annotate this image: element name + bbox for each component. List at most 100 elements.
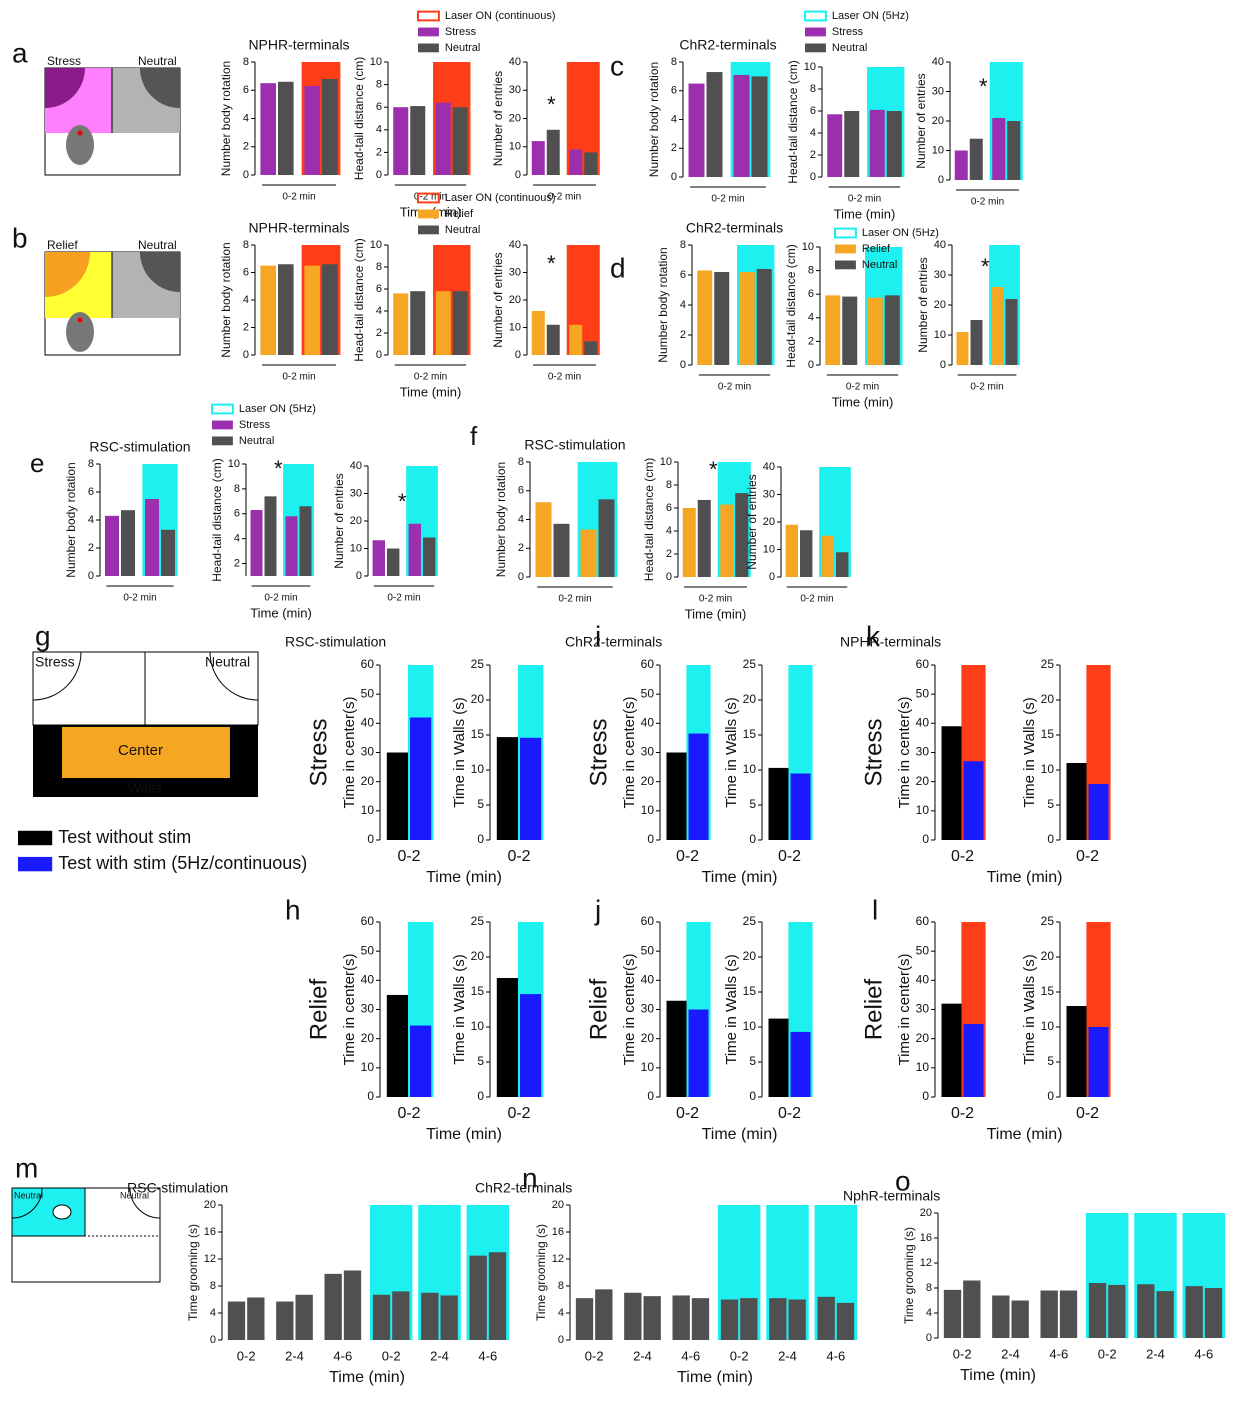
y-tick-label: 0 — [376, 169, 382, 181]
y-axis-label: Number body rotation — [656, 247, 670, 362]
y-tick-label: 0 — [926, 1332, 932, 1344]
bar — [842, 297, 857, 365]
bar — [836, 552, 848, 577]
y-tick-label: 0 — [938, 174, 944, 186]
legend-swatch — [418, 28, 439, 37]
y-tick-label: 20 — [641, 774, 655, 788]
bar — [740, 272, 755, 365]
y-tick-label: 2 — [680, 329, 686, 341]
y-tick-label: 25 — [471, 657, 485, 671]
y-tick-label: 40 — [763, 461, 775, 473]
chart: 0246810Head-tail distance (cm)0-2 minTim… — [352, 238, 470, 399]
y-tick-label: 30 — [361, 745, 375, 759]
schematic-m — [12, 1188, 160, 1282]
significance-star: * — [981, 254, 990, 279]
y-axis-label: Time in center(s) — [621, 954, 638, 1066]
bar — [441, 1295, 458, 1340]
y-axis-label: Head-tail distance (cm) — [352, 57, 366, 180]
legend-swatch — [418, 226, 439, 235]
x-tick-label: 0-2 — [953, 1346, 972, 1361]
chart: 02468Number body rotationChR2-terminals0… — [647, 37, 776, 205]
y-axis-label: Time in Walls (s) — [451, 954, 468, 1065]
y-tick-label: 10 — [804, 61, 816, 73]
significance-star: * — [547, 92, 556, 117]
bar — [410, 718, 431, 841]
y-tick-label: 10 — [509, 321, 521, 333]
bar — [260, 266, 276, 355]
x-axis-title: Time (min) — [426, 1126, 502, 1143]
significance-star: * — [979, 74, 988, 99]
x-axis-label: 0-2 min — [558, 594, 591, 605]
bar — [942, 726, 962, 840]
y-tick-label: 20 — [361, 774, 375, 788]
x-tick-label: 2-4 — [285, 1348, 304, 1363]
schematic-label: Neutral — [14, 1190, 43, 1200]
bar — [825, 295, 840, 365]
y-tick-label: 2 — [518, 542, 524, 554]
y-tick-label: 4 — [88, 514, 94, 526]
bar — [1089, 1283, 1106, 1338]
y-tick-label: 30 — [932, 85, 944, 97]
bar — [942, 1004, 962, 1097]
y-tick-label: 8 — [810, 83, 816, 95]
bar — [844, 111, 859, 177]
legend-label: Neutral — [445, 224, 480, 236]
x-axis-label: 0-2 min — [414, 372, 447, 383]
y-axis-label: Time in Walls (s) — [723, 954, 740, 1065]
bar — [885, 295, 900, 365]
y-tick-label: 20 — [471, 692, 485, 706]
y-tick-label: 0 — [647, 1089, 654, 1103]
x-axis-label: 0-2 min — [699, 594, 732, 605]
y-tick-label: 5 — [1047, 1054, 1054, 1068]
y-tick-label: 50 — [641, 943, 655, 957]
legend-label: Stress — [832, 26, 864, 38]
y-tick-label: 12 — [204, 1253, 216, 1265]
y-tick-label: 20 — [916, 1031, 930, 1045]
y-tick-label: 8 — [376, 79, 382, 91]
schematic-label: Neutral — [138, 238, 177, 252]
y-tick-label: 20 — [509, 112, 521, 124]
y-tick-label: 6 — [376, 283, 382, 295]
y-tick-label: 40 — [361, 973, 375, 987]
x-tick-label: 0-2 — [1076, 848, 1099, 865]
bar — [453, 107, 468, 175]
y-tick-label: 0 — [922, 1089, 929, 1103]
y-tick-label: 0 — [769, 571, 775, 583]
bar — [436, 103, 451, 175]
bar — [1012, 1301, 1029, 1339]
y-tick-label: 30 — [509, 266, 521, 278]
y-tick-label: 15 — [743, 727, 757, 741]
chart: 0510152025Time in Walls (s)0-2 — [451, 657, 543, 865]
y-tick-label: 6 — [680, 269, 686, 281]
bar — [121, 510, 135, 576]
bar — [470, 1256, 487, 1340]
y-tick-label: 10 — [509, 141, 521, 153]
y-axis-label: Head-tail distance (cm) — [786, 60, 800, 183]
bar — [673, 1295, 690, 1340]
bar — [576, 1298, 593, 1340]
bar — [393, 107, 408, 175]
y-tick-label: 20 — [916, 774, 930, 788]
y-tick-label: 8 — [808, 265, 814, 277]
x-tick-label: 4-6 — [1049, 1346, 1068, 1361]
y-tick-label: 30 — [350, 487, 362, 499]
y-tick-label: 10 — [802, 241, 814, 253]
y-tick-label: 20 — [763, 516, 775, 528]
legend-label: Neutral — [832, 42, 867, 54]
bar — [322, 264, 338, 355]
legend-label: Laser ON (5Hz) — [239, 403, 316, 415]
y-tick-label: 12 — [552, 1253, 564, 1265]
bar — [373, 540, 385, 576]
chart-title: NPHR-terminals — [840, 634, 941, 650]
legend-swatch — [18, 857, 52, 871]
y-tick-label: 10 — [916, 1060, 930, 1074]
legend-swatch — [212, 437, 233, 446]
bar — [105, 516, 119, 576]
y-tick-label: 8 — [243, 239, 249, 251]
x-axis-title: Time (min) — [960, 1367, 1036, 1384]
y-tick-label: 10 — [763, 543, 775, 555]
bar — [757, 269, 772, 365]
y-tick-label: 0 — [376, 349, 382, 361]
x-tick-label: 0-2 — [951, 1105, 974, 1122]
